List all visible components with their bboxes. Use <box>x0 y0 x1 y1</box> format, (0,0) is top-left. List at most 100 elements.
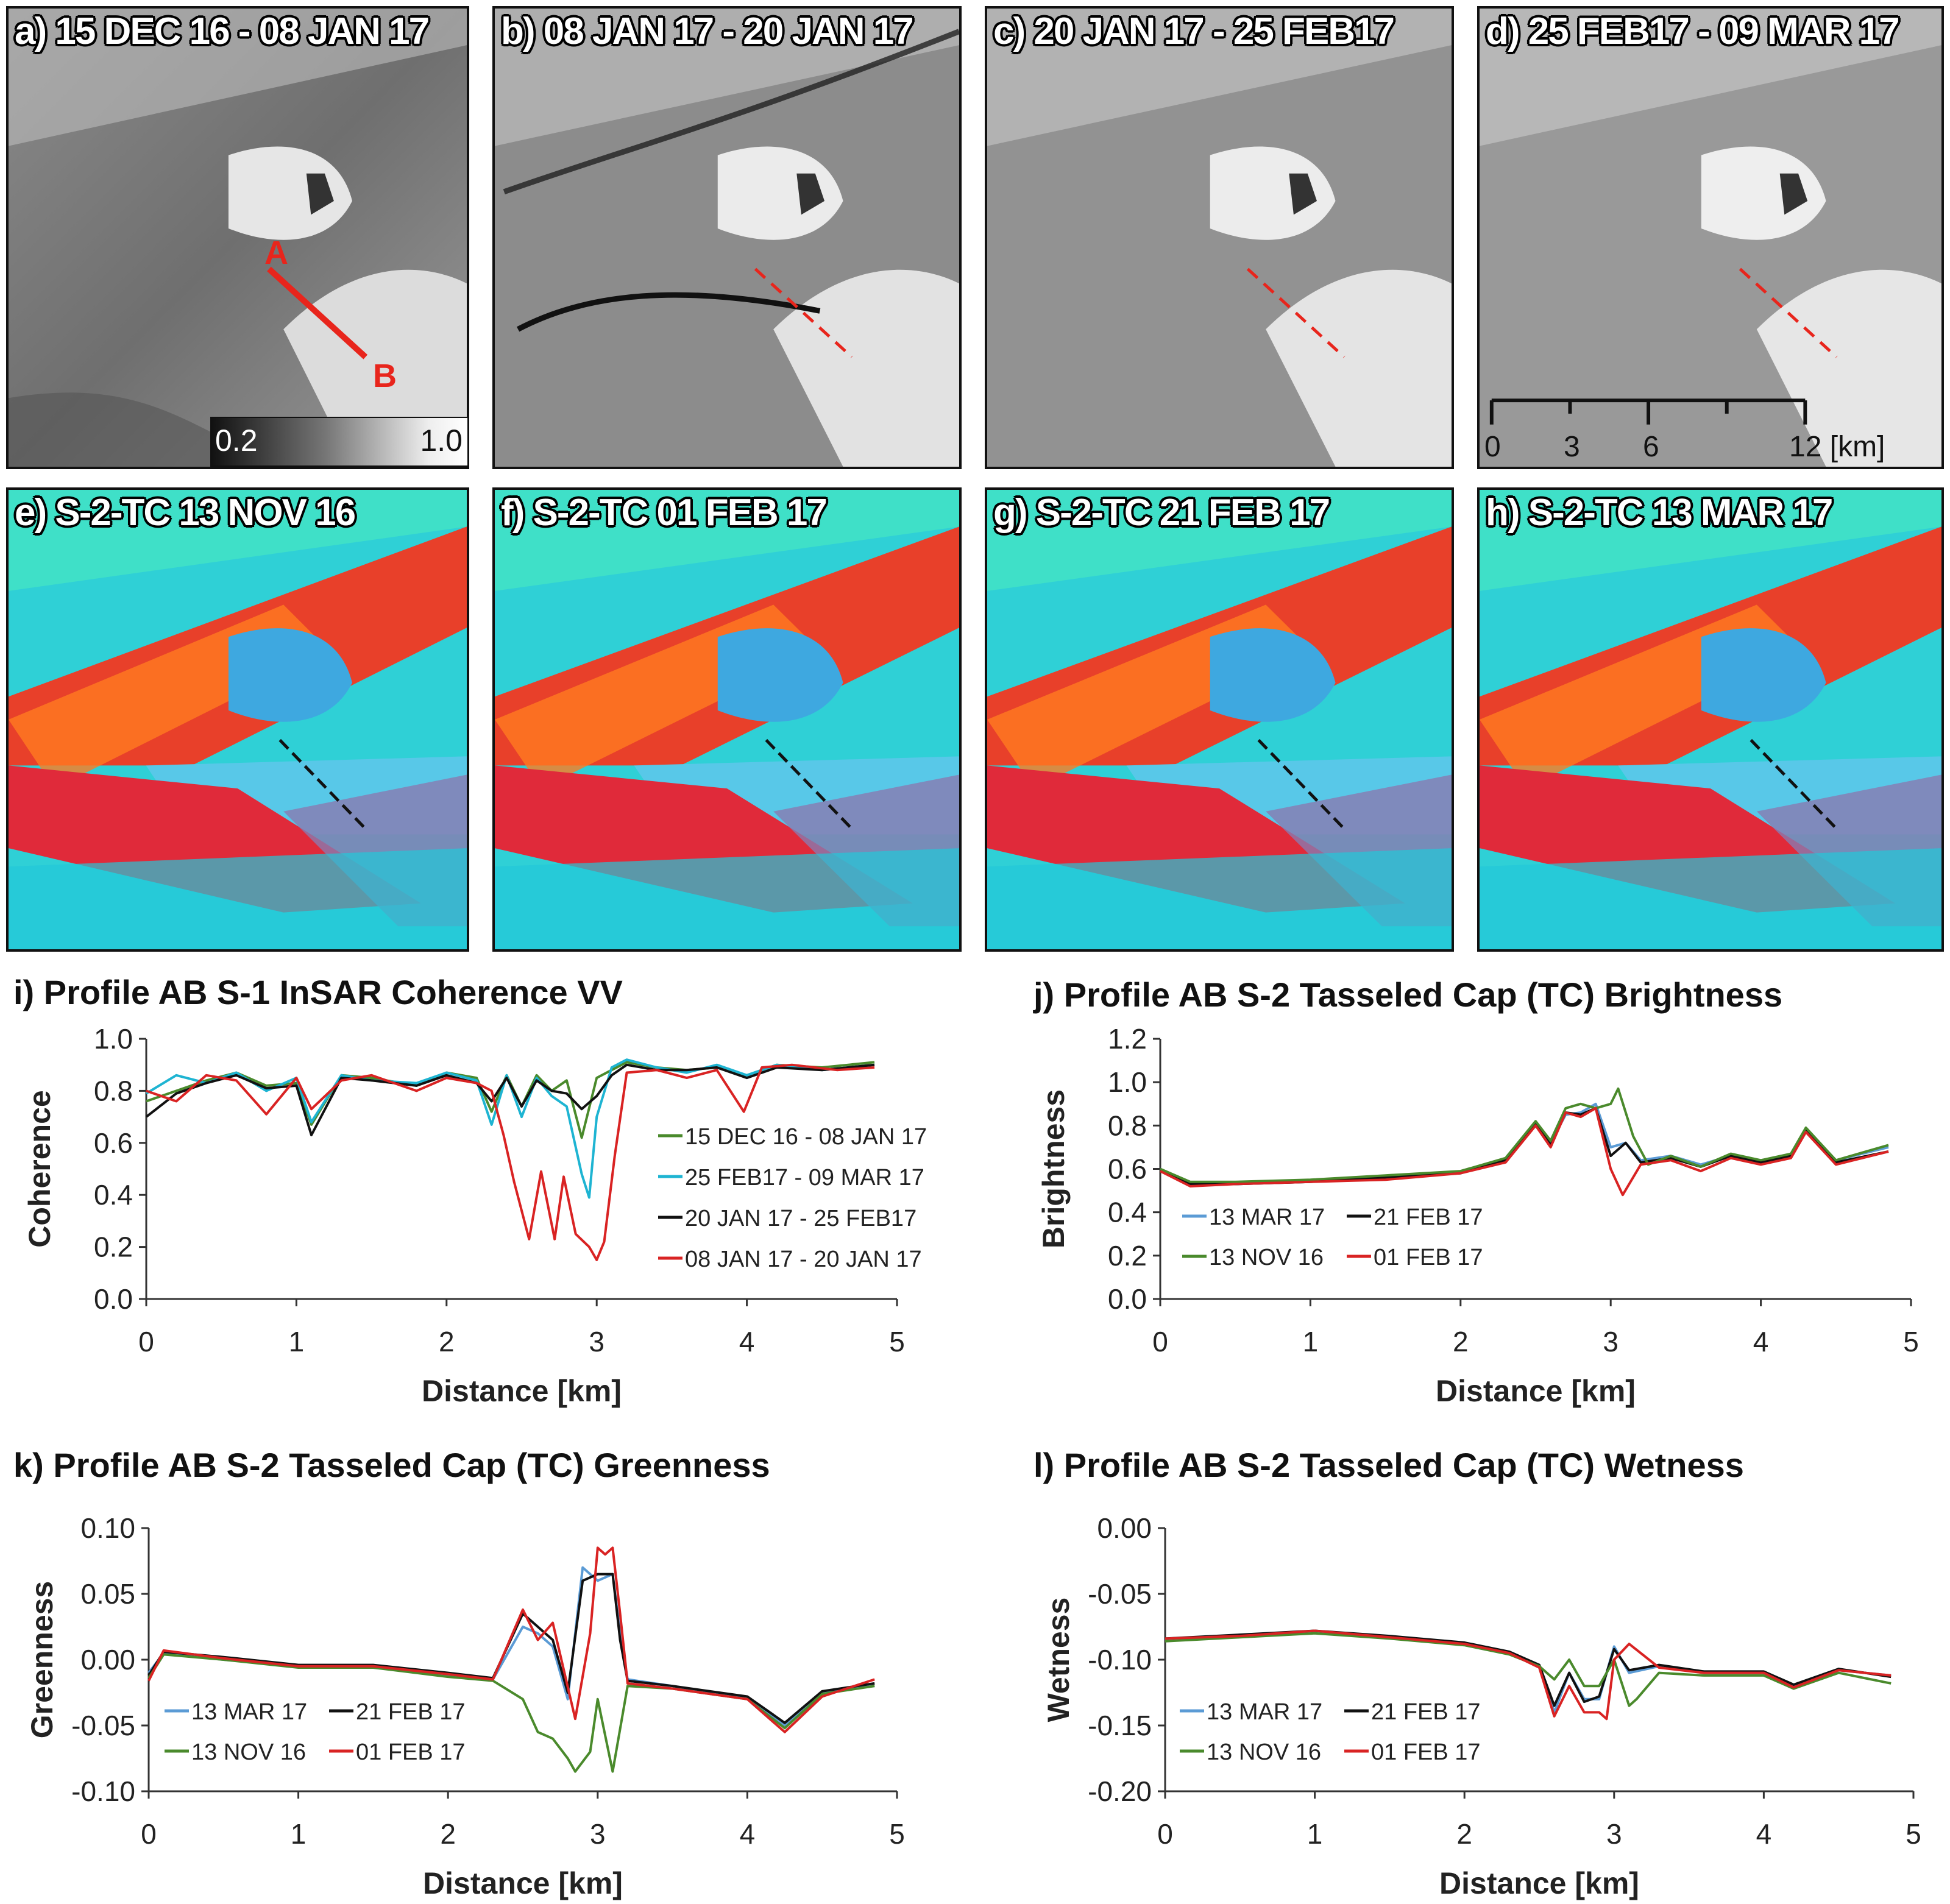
profile-line-ab-dashed <box>754 267 853 358</box>
y-tick-label: 0.6 <box>94 1127 133 1159</box>
chart-l: -0.20 -0.15 -0.10 -0.05 0.00 0 1 2 3 4 5 Distance [… <box>1041 1512 1921 1900</box>
panel-c-label: c) 20 JAN 17 - 25 FEB17 <box>993 10 1395 52</box>
x-tick-label: 3 <box>1606 1818 1622 1850</box>
colorbar: 0.2 1.0 <box>210 417 469 467</box>
x-tick-label: 1 <box>291 1818 307 1850</box>
x-tick-label: 2 <box>439 1326 455 1357</box>
series-line-13-nov-16 <box>1160 1087 1889 1183</box>
legend-label: 13 NOV 16 <box>1207 1739 1321 1765</box>
chart-l-title: l) Profile AB S-2 Tasseled Cap (TC) Wetn… <box>1034 1446 1744 1484</box>
scale-tick-0: 0 <box>1484 431 1501 463</box>
chart-i: 0.0 0.2 0.4 0.6 0.8 1.0 0 1 2 3 4 5 Distance [km] Coh… <box>23 1023 927 1408</box>
x-tick-label: 3 <box>589 1326 604 1357</box>
profile-line-ab-dashed <box>278 738 366 829</box>
x-tick-label: 2 <box>1456 1818 1472 1850</box>
panel-e-label: e) S-2-TC 13 NOV 16 <box>15 492 356 534</box>
legend-label: 20 JAN 17 - 25 FEB17 <box>685 1206 916 1231</box>
legend-label: 13 NOV 16 <box>1209 1245 1324 1270</box>
legend-label: 21 FEB 17 <box>356 1699 466 1725</box>
legend-label: 25 FEB17 - 09 MAR 17 <box>685 1165 924 1191</box>
panel-f: f) S-2-TC 01 FEB 17 <box>492 487 962 952</box>
panel-d: 0 3 6 12 [km] d) 25 FEB17 - 09 MAR 17 <box>1477 6 1944 469</box>
x-tick-label: 5 <box>889 1326 905 1357</box>
legend-label: 21 FEB 17 <box>1371 1699 1481 1725</box>
y-tick-label: 0.05 <box>80 1578 135 1610</box>
tc-image-f <box>495 490 959 949</box>
tc-image-e <box>9 490 467 949</box>
panel-b-label: b) 08 JAN 17 - 20 JAN 17 <box>501 10 914 52</box>
profile-line-ab <box>267 266 368 359</box>
y-tick-label: 0.6 <box>1108 1153 1147 1185</box>
y-tick-label: 0.8 <box>1108 1109 1147 1141</box>
x-tick-label: 1 <box>1303 1326 1319 1357</box>
series-line-01-feb-17 <box>1165 1629 1892 1721</box>
y-axis-label: Wetness <box>1041 1598 1076 1722</box>
x-tick-label: 2 <box>440 1818 456 1850</box>
coherence-image-b <box>495 9 959 467</box>
x-tick-label: 5 <box>1903 1326 1919 1357</box>
profile-line-ab-dashed <box>1257 738 1344 829</box>
scale-tick-12: 12 [km] <box>1789 431 1885 463</box>
colorbar-min: 0.2 <box>215 423 258 458</box>
x-tick-label: 4 <box>1756 1818 1772 1850</box>
series-line-21-feb-17 <box>1160 1106 1889 1186</box>
legend-label: 01 FEB 17 <box>1374 1245 1483 1270</box>
x-tick-label: 4 <box>1753 1326 1769 1357</box>
y-tick-label: 0.00 <box>1097 1512 1152 1544</box>
panel-h: h) S-2-TC 13 MAR 17 <box>1477 487 1944 952</box>
series-line-20-jan-17-25-feb17 <box>145 1063 875 1136</box>
y-tick-label: 0.0 <box>1108 1283 1147 1315</box>
x-tick-label: 0 <box>138 1326 154 1357</box>
x-axis-label: Distance [km] <box>1436 1374 1636 1408</box>
scale-bar <box>1489 398 1807 425</box>
panel-g-label: g) S-2-TC 21 FEB 17 <box>993 492 1330 534</box>
y-tick-label: 1.2 <box>1108 1023 1147 1055</box>
series-line-13-mar-17 <box>1160 1102 1889 1186</box>
x-tick-label: 5 <box>889 1818 905 1850</box>
panel-g: g) S-2-TC 21 FEB 17 <box>985 487 1454 952</box>
legend-label: 13 MAR 17 <box>191 1699 307 1725</box>
legend-label: 08 JAN 17 - 20 JAN 17 <box>685 1247 922 1272</box>
panel-h-label: h) S-2-TC 13 MAR 17 <box>1486 492 1833 534</box>
scale-tick-3: 3 <box>1564 431 1580 463</box>
y-tick-label: 1.0 <box>94 1023 133 1055</box>
scale-tick-6: 6 <box>1643 431 1659 463</box>
chart-i-title: i) Profile AB S-1 InSAR Coherence VV <box>13 973 623 1011</box>
y-tick-label: 0.00 <box>80 1644 135 1676</box>
y-tick-label: 1.0 <box>1108 1066 1147 1098</box>
point-b-label: B <box>373 358 397 394</box>
series-line-25-feb17-09-mar-17 <box>145 1058 875 1199</box>
y-axis-label: Coherence <box>23 1090 57 1247</box>
colorbar-max: 1.0 <box>420 423 463 458</box>
x-tick-label: 0 <box>1157 1818 1173 1850</box>
legend-label: 13 NOV 16 <box>191 1739 306 1765</box>
legend-label: 21 FEB 17 <box>1374 1205 1483 1230</box>
y-axis-label: Greenness <box>25 1581 59 1738</box>
legend-label: 01 FEB 17 <box>1371 1739 1481 1765</box>
x-axis-label: Distance [km] <box>423 1866 623 1900</box>
panel-a: A B a) 15 DEC 16 - 08 JAN 17 <box>6 6 469 469</box>
coherence-image-c <box>987 9 1452 467</box>
chart-j: 0.0 0.2 0.4 0.6 0.8 1.0 1.2 0 1 2 3 4 5 Distance [km]… <box>1037 1023 1919 1408</box>
x-tick-label: 3 <box>590 1818 606 1850</box>
point-a-label: A <box>264 235 288 271</box>
panel-b: b) 08 JAN 17 - 20 JAN 17 <box>492 6 962 469</box>
panel-f-label: f) S-2-TC 01 FEB 17 <box>501 492 828 534</box>
y-tick-label: 0.4 <box>1108 1197 1147 1228</box>
profile-line-ab-dashed <box>765 738 852 829</box>
series-line-21-feb-17 <box>147 1573 875 1724</box>
x-tick-label: 4 <box>740 1818 756 1850</box>
y-tick-label: -0.20 <box>1088 1775 1152 1807</box>
y-tick-label: 0.2 <box>94 1231 133 1263</box>
profile-line-ab-dashed <box>1750 738 1837 829</box>
x-tick-label: 2 <box>1453 1326 1469 1357</box>
y-tick-label: 0.10 <box>80 1512 135 1544</box>
x-tick-label: 5 <box>1906 1818 1921 1850</box>
y-tick-label: 0.8 <box>94 1075 133 1106</box>
legend-label: 13 MAR 17 <box>1207 1699 1322 1725</box>
series-line-08-jan-17-20-jan-17 <box>146 1063 875 1261</box>
tc-image-g <box>987 490 1452 949</box>
x-tick-label: 3 <box>1603 1326 1618 1357</box>
legend-label: 13 MAR 17 <box>1209 1205 1325 1230</box>
x-tick-label: 1 <box>1307 1818 1323 1850</box>
